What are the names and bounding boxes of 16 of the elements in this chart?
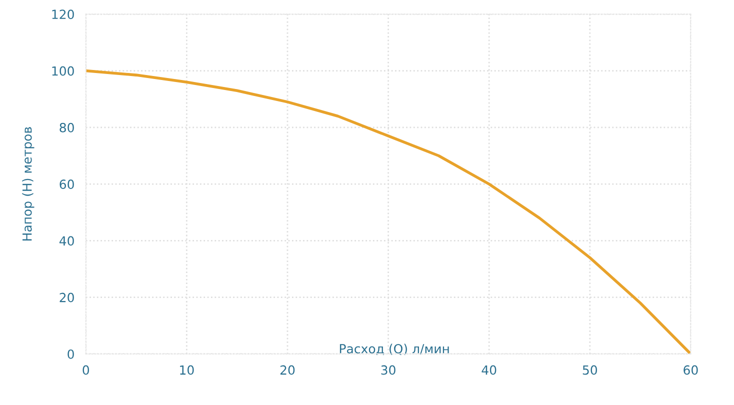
x-tick-label: 20 (280, 365, 295, 375)
x-tick-label: 30 (381, 365, 396, 375)
x-tick-label: 50 (582, 365, 598, 375)
y-tick-label: 100 (52, 66, 74, 76)
x-tick-label: 0 (82, 365, 90, 375)
y-tick-label: 120 (52, 10, 74, 20)
y-axis-title: Напор (H) метров (22, 127, 34, 240)
y-tick-label: 0 (68, 349, 74, 359)
y-tick-label: 20 (60, 292, 74, 302)
x-tick-label: 60 (684, 365, 698, 375)
y-tick-label: 80 (60, 122, 74, 132)
y-tick-label: 60 (60, 180, 74, 189)
x-tick-label: 40 (482, 365, 496, 375)
x-axis-title: Расход (Q) л/мин (340, 344, 449, 355)
y-tick-label: 40 (59, 236, 74, 246)
x-tick-label: 10 (180, 365, 194, 375)
